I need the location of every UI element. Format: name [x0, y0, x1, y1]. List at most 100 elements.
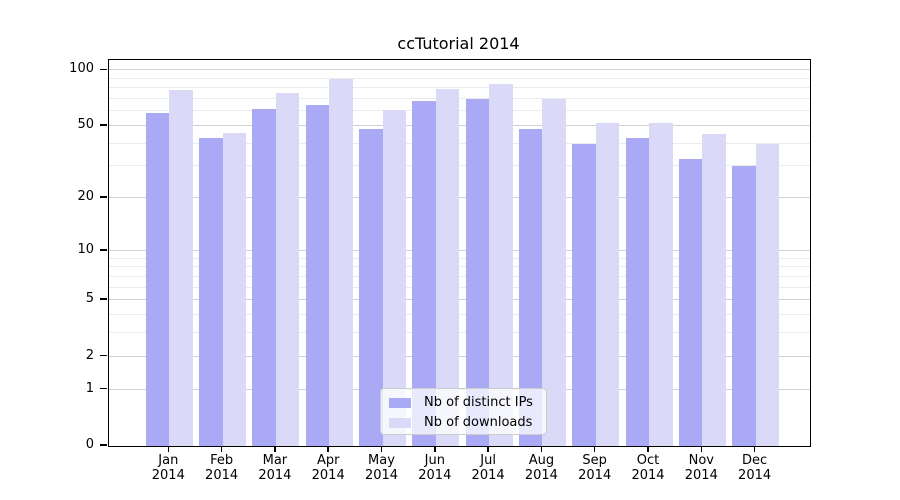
minor-gridline-60 [109, 110, 810, 112]
bar-distinct-ips-may [359, 129, 383, 446]
x-label-year: 2014 [684, 468, 718, 483]
y-tick-10 [100, 249, 107, 251]
x-tick-jan [167, 446, 170, 452]
bar-distinct-ips-jul [465, 98, 490, 446]
x-label-year: 2014 [631, 468, 665, 483]
x-tick-label-dec: Dec 2014 [725, 453, 785, 483]
x-tick-label-feb: Feb 2014 [192, 453, 252, 483]
x-label-year: 2014 [311, 468, 345, 483]
bar-distinct-ips-nov [678, 158, 703, 446]
bar-distinct-ips-oct [625, 137, 649, 446]
x-tick-label-apr: Apr 2014 [298, 453, 358, 483]
bar-downloads-sep [595, 122, 620, 446]
x-label-month: Jan [158, 453, 179, 468]
legend-entry-downloads: Nb of downloads [389, 414, 538, 431]
minor-gridline-80 [109, 87, 810, 89]
x-tick-label-mar: Mar 2014 [245, 453, 305, 483]
x-label-month: Mar [262, 453, 288, 468]
bar-downloads-jan [169, 90, 193, 446]
y-tick-2 [100, 354, 107, 357]
x-label-year: 2014 [471, 468, 505, 483]
legend-swatch-downloads-icon [389, 417, 411, 428]
x-label-month: Dec [742, 453, 768, 468]
y-tick-5 [100, 298, 107, 300]
x-tick-may [380, 446, 383, 452]
y-tick-label-5: 5 [85, 291, 94, 307]
x-tick-dec [753, 446, 756, 452]
y-tick-label-100: 100 [69, 61, 94, 77]
bar-distinct-ips-feb [199, 137, 223, 446]
x-tick-nov [700, 446, 703, 452]
bar-downloads-mar [275, 93, 300, 446]
x-tick-apr [327, 446, 329, 452]
x-tick-label-may: May 2014 [352, 453, 412, 483]
x-tick-feb [220, 446, 223, 452]
x-label-month: Aug [528, 453, 555, 468]
bar-distinct-ips-dec [732, 166, 756, 446]
x-label-year: 2014 [578, 468, 612, 483]
y-tick-100 [100, 68, 107, 71]
x-label-year: 2014 [151, 468, 185, 483]
y-tick-label-10: 10 [77, 241, 94, 257]
x-label-year: 2014 [418, 468, 452, 483]
x-tick-oct [647, 446, 649, 452]
y-tick-0 [100, 444, 107, 446]
x-label-month: Feb [210, 453, 234, 468]
minor-gridline-8 [109, 266, 810, 268]
minor-gridline-9 [109, 257, 810, 259]
x-tick-mar [274, 446, 276, 452]
major-gridline-10 [109, 249, 810, 251]
y-tick-50 [100, 124, 107, 126]
y-tick-label-0: 0 [85, 437, 94, 452]
x-tick-label-jan: Jan 2014 [138, 453, 198, 483]
chart-title: ccTutorial 2014 [397, 34, 520, 53]
x-tick-label-oct: Oct 2014 [618, 453, 678, 483]
x-tick-sep [593, 446, 596, 452]
minor-gridline-6 [109, 286, 810, 288]
minor-gridline-40 [109, 142, 810, 144]
x-label-month: Oct [636, 453, 660, 468]
legend: Nb of distinct IPs Nb of downloads [380, 388, 547, 435]
major-gridline-100 [109, 69, 810, 71]
y-tick-label-50: 50 [77, 116, 94, 132]
bar-distinct-ips-aug [518, 129, 543, 446]
bar-downloads-jun [435, 89, 460, 446]
major-gridline-50 [109, 124, 810, 126]
x-label-year: 2014 [258, 468, 292, 483]
x-tick-label-aug: Aug 2014 [511, 453, 571, 483]
minor-gridline-7 [109, 275, 810, 277]
minor-gridline-90 [109, 77, 810, 79]
x-tick-aug [540, 446, 543, 452]
bar-downloads-feb [222, 132, 247, 446]
bar-downloads-oct [649, 122, 673, 446]
x-tick-label-jul: Jul 2014 [458, 453, 518, 483]
legend-label-downloads: Nb of downloads [424, 415, 533, 430]
x-label-month: Apr [316, 453, 340, 468]
x-label-month: Jun [424, 453, 445, 468]
bar-distinct-ips-apr [305, 104, 330, 446]
major-gridline-20 [109, 197, 810, 199]
x-label-month: Jul [480, 453, 496, 468]
y-tick-1 [100, 387, 107, 390]
bar-downloads-aug [542, 98, 566, 446]
minor-gridline-70 [109, 97, 810, 99]
minor-gridline-30 [109, 165, 810, 167]
x-label-year: 2014 [738, 468, 772, 483]
bar-distinct-ips-mar [252, 108, 276, 446]
x-label-month: Nov [688, 453, 714, 468]
bar-distinct-ips-jan [145, 112, 170, 446]
bar-downloads-apr [329, 78, 353, 446]
bar-distinct-ips-jun [412, 101, 436, 446]
x-tick-jun [434, 446, 436, 452]
bar-downloads-may [382, 110, 406, 446]
bar-downloads-nov [702, 134, 726, 446]
x-label-year: 2014 [524, 468, 558, 483]
x-label-month: Sep [582, 453, 607, 468]
y-tick-label-2: 2 [85, 347, 94, 363]
major-gridline-2 [109, 355, 810, 357]
minor-gridline-4 [109, 313, 810, 315]
x-tick-label-jun: Jun 2014 [405, 453, 465, 483]
x-tick-jul [487, 446, 489, 452]
plot-area [108, 59, 811, 447]
